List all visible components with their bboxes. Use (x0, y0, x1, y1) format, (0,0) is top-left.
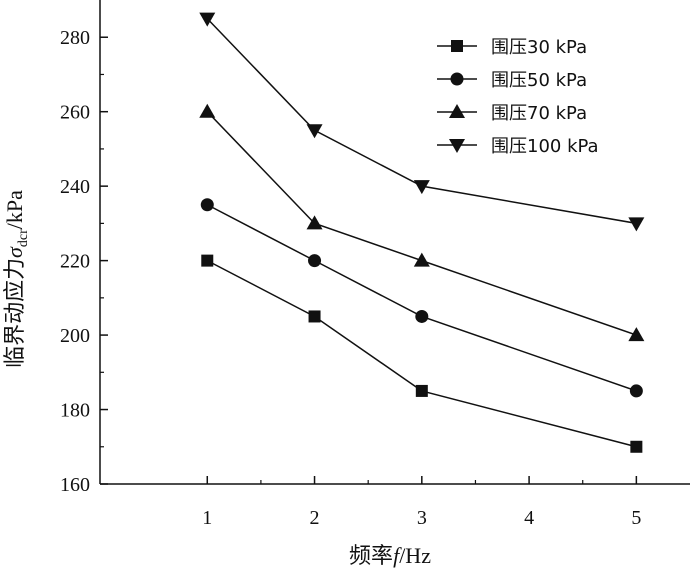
data-point (200, 198, 214, 212)
x-tick-label: 1 (202, 507, 212, 529)
data-point (628, 217, 645, 232)
data-point (199, 12, 216, 27)
data-point (306, 124, 323, 139)
legend-item: 围压50 kPa (437, 70, 587, 91)
legend-marker (449, 104, 465, 118)
legend-marker (451, 40, 463, 52)
data-point (308, 310, 321, 323)
x-axis-label: 频率f/Hz (349, 543, 431, 568)
data-point (201, 254, 214, 267)
x-tick-label: 4 (524, 507, 534, 529)
legend-label: 围压70 kPa (491, 103, 587, 124)
legend-marker (450, 72, 464, 86)
data-point (413, 252, 430, 267)
data-point (308, 254, 322, 268)
data-point (415, 384, 428, 397)
legend-label: 围压100 kPa (491, 136, 599, 157)
series-line (206, 204, 637, 392)
data-point (415, 309, 429, 323)
y-tick-label: 160 (60, 474, 90, 496)
legend-label: 围压50 kPa (491, 70, 587, 91)
data-point (199, 103, 216, 118)
legend: 围压30 kPa 围压50 kPa 围压70 kPa 围压100 kPa (437, 37, 599, 157)
data-point (306, 215, 323, 230)
y-tick-label: 220 (60, 251, 90, 273)
plot-area (199, 12, 645, 453)
series-2 (200, 198, 643, 398)
x-tick-label: 2 (310, 507, 320, 529)
series-line (206, 18, 637, 225)
series-1 (201, 254, 643, 453)
data-point (629, 384, 643, 398)
legend-marker (449, 139, 465, 153)
series-line (206, 259, 637, 448)
axes: 160 180 200 220 240 260 280 1 2 3 4 5 (60, 0, 690, 529)
legend-item: 围压70 kPa (437, 103, 587, 124)
x-tick-label: 3 (417, 507, 427, 529)
data-point (413, 180, 430, 195)
data-point (630, 440, 643, 453)
series-line (206, 111, 637, 336)
series-4 (199, 12, 645, 232)
data-point (628, 327, 645, 342)
legend-item: 围压30 kPa (437, 37, 587, 58)
series-3 (199, 103, 645, 342)
y-tick-label: 280 (60, 27, 90, 49)
y-tick-label: 200 (60, 325, 90, 347)
legend-label: 围压30 kPa (491, 37, 587, 58)
x-tick-label: 5 (631, 507, 641, 529)
y-axis-label: 临界动应力σdcr/kPa (2, 190, 31, 368)
y-tick-label: 240 (60, 176, 90, 198)
y-tick-label: 260 (60, 102, 90, 124)
legend-item: 围压100 kPa (437, 136, 599, 157)
y-tick-label: 180 (60, 400, 90, 422)
